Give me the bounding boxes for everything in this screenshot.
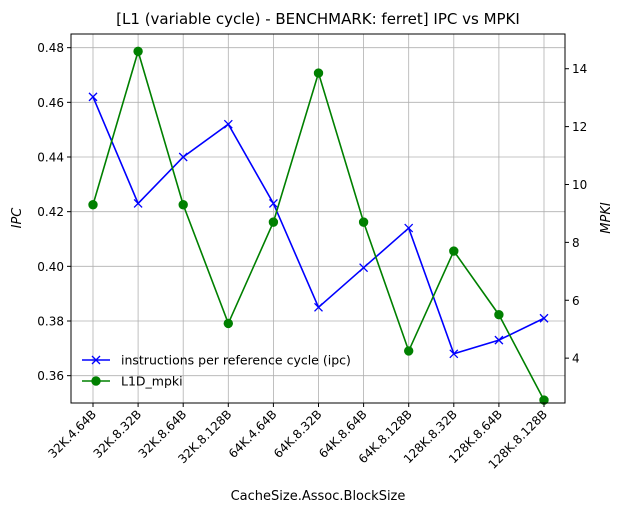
y-tick-label-right: 14 (572, 62, 587, 76)
chart-title: [L1 (variable cycle) - BENCHMARK: ferret… (116, 10, 520, 28)
y-tick-label-left: 0.48 (37, 41, 64, 55)
data-point (133, 199, 143, 208)
series-layer (88, 46, 549, 405)
data-point (88, 92, 98, 102)
legend-marker (91, 355, 101, 365)
data-point (268, 217, 279, 227)
y-tick-label-right: 8 (572, 236, 580, 250)
y-axis-label-left: IPC (10, 207, 25, 229)
data-point (223, 119, 233, 129)
data-point (313, 68, 324, 78)
y-tick-label-left: 0.40 (37, 260, 64, 274)
x-axis-label: CacheSize.Assoc.BlockSize (231, 489, 406, 504)
data-point (88, 200, 98, 210)
legend-label: instructions per reference cycle (ipc) (121, 353, 351, 368)
y-tick-label-right: 12 (572, 120, 587, 134)
y-tick-label-right: 10 (572, 178, 587, 192)
data-point (539, 313, 549, 323)
y-tick-label-left: 0.36 (37, 369, 64, 383)
data-point (449, 246, 459, 256)
data-point (494, 310, 504, 320)
y-tick-label-left: 0.46 (37, 96, 64, 110)
y-tick-label-left: 0.44 (37, 151, 64, 165)
data-point (494, 335, 504, 345)
y-axis-label-right: MPKI (599, 202, 614, 234)
data-point (404, 346, 414, 356)
legend-label: L1D_mpki (121, 374, 183, 389)
data-point (223, 318, 234, 329)
series-0 (88, 92, 549, 359)
data-point (178, 200, 188, 210)
data-point (449, 349, 459, 359)
y-tick-label-left: 0.42 (37, 205, 64, 219)
y-tick-label-right: 4 (572, 352, 580, 366)
legend-entry: L1D_mpki (82, 374, 183, 389)
data-point (404, 223, 414, 233)
data-point (314, 302, 323, 312)
y-tick-label-left: 0.38 (37, 315, 64, 329)
grid (71, 34, 565, 403)
legend-marker (91, 376, 101, 386)
data-point (133, 46, 143, 57)
y-tick-label-right: 6 (572, 294, 580, 308)
data-point (178, 152, 188, 162)
legend-entry: instructions per reference cycle (ipc) (82, 353, 351, 368)
data-point (358, 217, 369, 227)
data-point (268, 199, 278, 208)
series-1 (88, 46, 549, 405)
legend: instructions per reference cycle (ipc) L1… (82, 353, 351, 389)
data-point (359, 263, 369, 273)
